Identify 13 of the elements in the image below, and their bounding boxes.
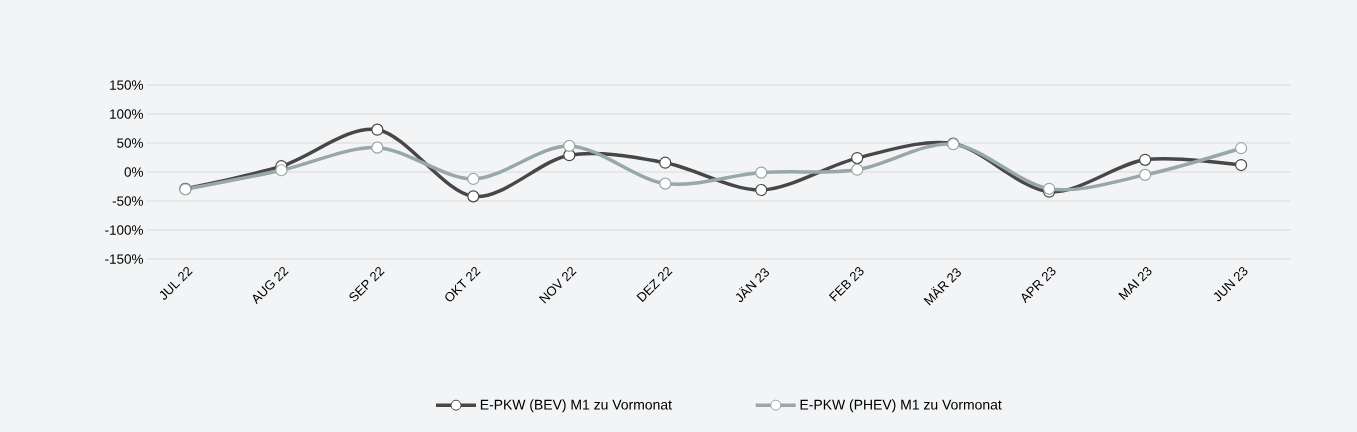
y-tick-label: 100% — [110, 109, 143, 119]
y-tick-label: -50% — [112, 196, 143, 206]
x-tick-label: JUL 22 — [159, 266, 193, 300]
x-tick-label: FEB 23 — [828, 266, 864, 302]
legend-label: E-PKW (BEV) M1 zu Vormonat — [480, 399, 672, 413]
y-tick-label: -150% — [105, 254, 143, 264]
legend-label: E-PKW (PHEV) M1 zu Vormonat — [800, 399, 1002, 413]
y-tick-label: 0% — [124, 167, 143, 177]
x-tick-label: MAI 23 — [1118, 266, 1152, 301]
y-tick-label: 50% — [117, 138, 143, 148]
y-tick-label: -100% — [105, 225, 143, 235]
x-tick-label: JÄN 23 — [735, 268, 769, 303]
y-tick-label: 150% — [110, 80, 143, 90]
